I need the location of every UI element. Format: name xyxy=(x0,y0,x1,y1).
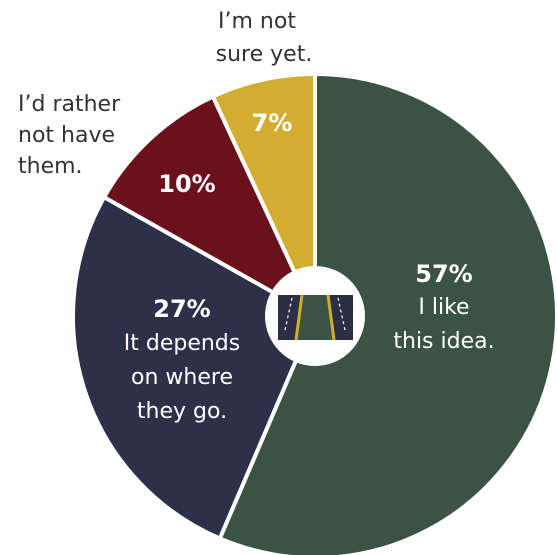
pie-slice-2 xyxy=(102,94,317,318)
slice-pct-2: 10% xyxy=(158,170,215,198)
road-icon xyxy=(265,266,365,366)
slice-label-3-line-1: sure yet. xyxy=(216,42,313,67)
slice-pct-0: 57% xyxy=(415,260,472,288)
slice-label-3-line-0: I’m not xyxy=(218,9,296,34)
pie-slice-3 xyxy=(210,72,317,318)
slice-pct-1: 27% xyxy=(153,295,210,323)
pie-slice-0 xyxy=(217,72,557,555)
slice-label-2-line-0: I’d rather xyxy=(18,92,121,117)
slice-label-1-line-0: It depends xyxy=(124,331,240,356)
pie-slices xyxy=(71,72,557,555)
slice-pct-3: 7% xyxy=(252,109,293,137)
slice-label-2-line-2: them. xyxy=(18,154,83,179)
slice-label-0-line-0: I like xyxy=(418,295,469,320)
slice-label-1-line-1: on where xyxy=(131,365,233,390)
slice-label-2-line-1: not have xyxy=(18,123,115,148)
slice-label-1-line-2: they go. xyxy=(137,399,227,424)
slice-label-0-line-1: this idea. xyxy=(393,329,494,354)
